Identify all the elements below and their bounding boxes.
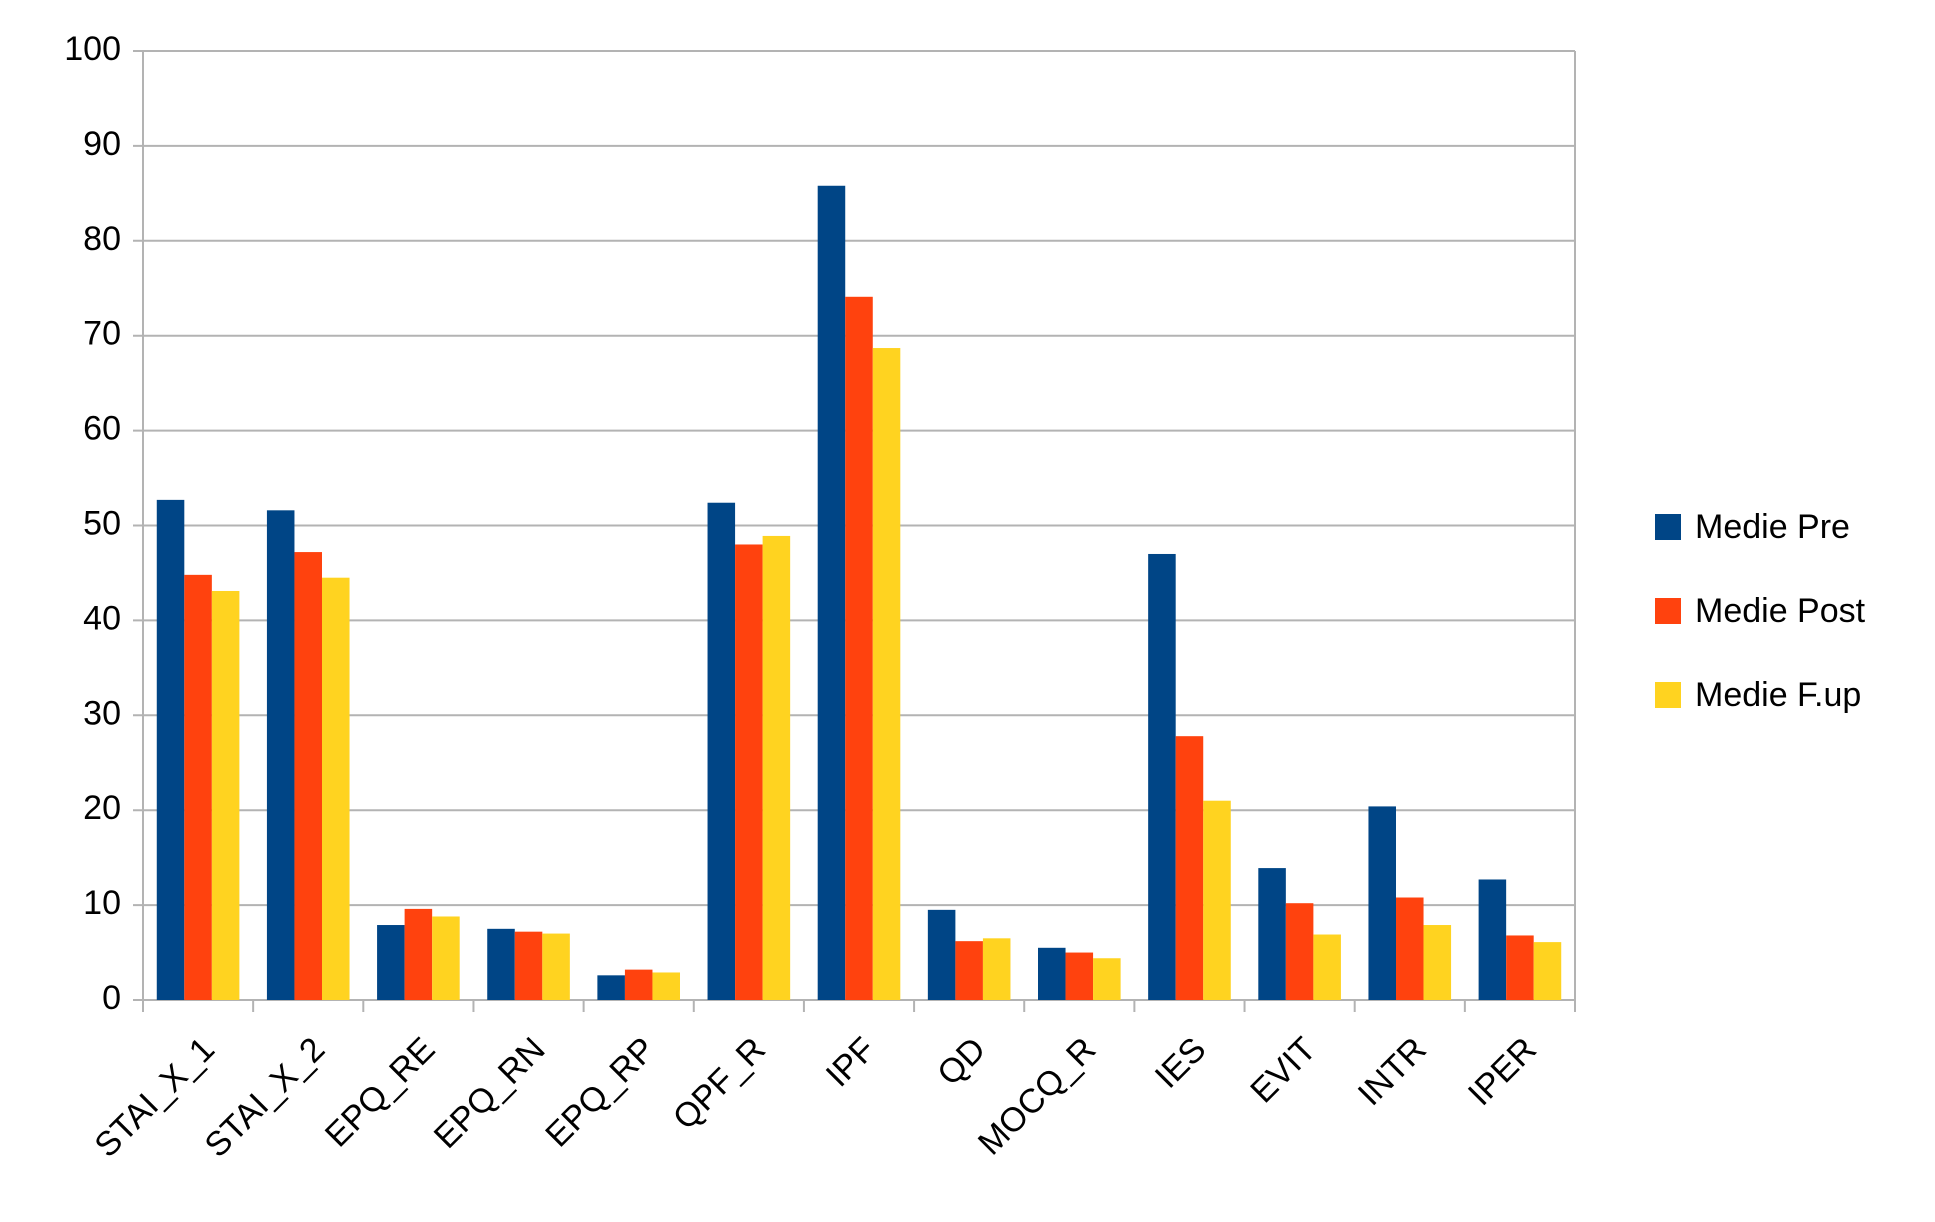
bar bbox=[982, 938, 1011, 1000]
bar bbox=[266, 510, 295, 1000]
x-tick-label: EPQ_RP bbox=[538, 1030, 662, 1154]
bar bbox=[542, 933, 570, 1000]
y-tick-label: 0 bbox=[102, 979, 121, 1017]
legend-swatch bbox=[1655, 598, 1681, 624]
x-tick-label: QD bbox=[930, 1030, 993, 1093]
bar bbox=[1506, 935, 1534, 1000]
legend-swatch bbox=[1655, 682, 1681, 708]
bar bbox=[1396, 897, 1424, 1000]
bar bbox=[211, 590, 240, 1000]
x-tick-label: STAI_X_1 bbox=[87, 1030, 222, 1165]
legend-label: Medie Post bbox=[1695, 592, 1866, 630]
bar bbox=[1533, 942, 1562, 1000]
bar bbox=[1093, 958, 1121, 1000]
bar bbox=[156, 499, 185, 1000]
legend-swatch bbox=[1655, 514, 1681, 540]
bar bbox=[762, 535, 791, 1000]
bar bbox=[184, 574, 212, 1000]
y-tick-label: 30 bbox=[83, 694, 121, 732]
bar bbox=[1148, 553, 1176, 1000]
x-tick-label: EPQ_RE bbox=[318, 1030, 442, 1154]
x-tick-label: EPQ_RN bbox=[427, 1030, 553, 1156]
bar bbox=[1175, 736, 1204, 1000]
y-tick-label: 100 bbox=[64, 30, 121, 68]
x-tick-label: EVIT bbox=[1243, 1030, 1323, 1110]
bar bbox=[652, 972, 680, 1000]
bar bbox=[927, 909, 956, 1000]
y-tick-label: 40 bbox=[83, 599, 121, 637]
x-tick-label: STAI_X_2 bbox=[198, 1030, 333, 1165]
bar bbox=[955, 941, 983, 1000]
bar bbox=[1423, 925, 1452, 1000]
bar bbox=[514, 931, 543, 1000]
bar bbox=[735, 544, 763, 1000]
bar bbox=[845, 296, 873, 1000]
y-tick-label: 20 bbox=[83, 789, 121, 827]
bar bbox=[404, 908, 433, 1000]
legend-label: Medie F.up bbox=[1695, 676, 1861, 714]
bar bbox=[1065, 952, 1094, 1000]
legend-label: Medie Pre bbox=[1695, 508, 1850, 546]
bar bbox=[597, 975, 625, 1000]
bar bbox=[1478, 879, 1507, 1000]
y-tick-label: 10 bbox=[83, 884, 121, 922]
y-tick-label: 60 bbox=[83, 410, 121, 448]
y-tick-label: 90 bbox=[83, 125, 121, 163]
bar bbox=[624, 969, 653, 1000]
y-tick-label: 70 bbox=[83, 315, 121, 353]
x-tick-label: MOCQ_R bbox=[971, 1030, 1103, 1162]
bar bbox=[377, 925, 405, 1000]
y-tick-label: 50 bbox=[83, 504, 121, 542]
bar bbox=[1038, 947, 1066, 1000]
bar bbox=[294, 552, 322, 1000]
bar bbox=[1368, 806, 1396, 1000]
x-tick-label: QPF_R bbox=[666, 1030, 773, 1137]
bar bbox=[707, 502, 736, 1000]
x-tick-label: IES bbox=[1148, 1030, 1214, 1096]
bar bbox=[1203, 800, 1231, 1000]
bar bbox=[1258, 868, 1286, 1000]
x-tick-label: INTR bbox=[1351, 1030, 1434, 1113]
bar bbox=[817, 185, 846, 1000]
y-tick-label: 80 bbox=[83, 220, 121, 258]
bar bbox=[1285, 903, 1314, 1000]
bar bbox=[872, 348, 901, 1000]
x-tick-label: IPF bbox=[819, 1030, 883, 1094]
bar bbox=[432, 916, 460, 1000]
bar bbox=[1313, 934, 1341, 1000]
bar bbox=[322, 577, 350, 1000]
bar bbox=[487, 928, 515, 1000]
x-tick-label: IPER bbox=[1461, 1030, 1544, 1113]
